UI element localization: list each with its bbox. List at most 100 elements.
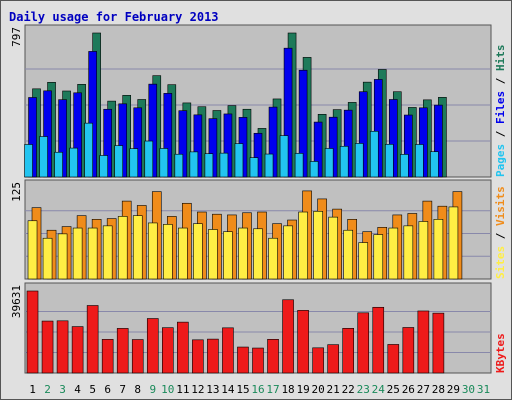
- x-tick-day-10: 10: [161, 383, 174, 396]
- bar-pages-day-17: [264, 153, 274, 178]
- bar-sites-day-9: [147, 222, 158, 280]
- x-tick-day-3: 3: [59, 383, 66, 396]
- bar-pages-day-26: [400, 154, 409, 178]
- bar-sites-day-28: [433, 219, 444, 280]
- y-max-label: 125: [10, 182, 23, 202]
- legend-sites: Sites: [494, 246, 507, 279]
- bar-kbytes-day-28: [432, 312, 445, 374]
- bar-kbytes-day-18: [282, 299, 294, 374]
- legend-panel-1: Pages / Files / Hits: [494, 45, 507, 178]
- legend-hits: Hits: [494, 45, 507, 72]
- x-tick-day-16: 16: [251, 383, 264, 396]
- bar-sites-day-18: [283, 225, 293, 280]
- bar-kbytes-day-16: [252, 347, 264, 374]
- bar-sites-day-16: [253, 228, 263, 280]
- bar-sites-day-5: [87, 227, 98, 280]
- x-tick-day-21: 21: [327, 383, 340, 396]
- x-tick-day-18: 18: [281, 383, 294, 396]
- x-tick-day-24: 24: [372, 383, 386, 396]
- x-tick-day-31: 31: [477, 383, 490, 396]
- chart-title: Daily usage for February 2013: [9, 10, 219, 24]
- x-tick-day-17: 17: [266, 383, 279, 396]
- bar-sites-day-13: [208, 229, 218, 280]
- legend-separator: /: [494, 124, 507, 144]
- panel-1: 797 Pages / Files / Hits: [10, 24, 507, 178]
- bar-sites-day-4: [72, 227, 83, 280]
- bar-pages-day-6: [99, 155, 108, 178]
- x-tick-day-30: 30: [462, 383, 475, 396]
- bar-pages-day-16: [249, 157, 259, 178]
- x-tick-day-7: 7: [119, 383, 126, 396]
- y-max-label: 797: [10, 27, 23, 47]
- bar-kbytes-day-3: [56, 320, 69, 374]
- bar-sites-day-22: [343, 229, 353, 280]
- bar-sites-day-12: [193, 223, 203, 280]
- x-tick-day-28: 28: [432, 383, 445, 396]
- x-tick-day-19: 19: [296, 383, 309, 396]
- bar-pages-day-24: [369, 130, 379, 178]
- bar-sites-day-19: [298, 211, 308, 280]
- legend-pages: Pages: [494, 144, 507, 177]
- bar-pages-day-21: [324, 148, 334, 178]
- bar-sites-day-2: [42, 237, 53, 280]
- bar-pages-day-20: [309, 161, 319, 178]
- bar-kbytes-day-1: [26, 290, 39, 374]
- bar-kbytes-day-6: [101, 339, 114, 374]
- bar-pages-day-8: [129, 148, 139, 178]
- x-tick-day-4: 4: [74, 383, 81, 396]
- panel-2: 125 Sites / Visits: [10, 179, 507, 280]
- bar-kbytes-day-22: [342, 328, 354, 374]
- legend-separator: /: [494, 226, 507, 246]
- bar-sites-day-24: [373, 234, 384, 280]
- legend-panel-3: KBytes: [494, 333, 507, 373]
- bar-kbytes-day-25: [387, 344, 400, 374]
- x-tick-day-23: 23: [357, 383, 370, 396]
- x-tick-day-14: 14: [221, 383, 235, 396]
- bar-kbytes-day-8: [131, 339, 144, 374]
- x-tick-day-6: 6: [104, 383, 111, 396]
- x-tick-day-8: 8: [134, 383, 141, 396]
- bar-kbytes-day-7: [116, 328, 129, 374]
- bar-kbytes-day-20: [312, 347, 324, 374]
- bar-kbytes-day-21: [327, 344, 339, 374]
- y-max-label: 39631: [10, 285, 23, 318]
- x-tick-day-27: 27: [417, 383, 430, 396]
- x-tick-day-22: 22: [342, 383, 355, 396]
- legend-files: Files: [494, 91, 507, 124]
- legend-separator: /: [494, 71, 507, 91]
- bar-sites-day-25: [388, 227, 399, 280]
- bar-kbytes-day-4: [71, 326, 84, 374]
- bar-pages-day-23: [354, 143, 364, 178]
- bar-sites-day-20: [313, 210, 323, 280]
- bar-pages-day-15: [234, 143, 244, 178]
- bar-kbytes-day-5: [86, 305, 99, 374]
- bar-sites-day-27: [418, 221, 429, 280]
- bar-sites-day-26: [403, 225, 414, 280]
- legend-kbytes: KBytes: [494, 333, 507, 373]
- bar-sites-day-17: [268, 237, 278, 280]
- bar-pages-day-5: [84, 122, 93, 178]
- bar-pages-day-7: [114, 145, 124, 178]
- bar-pages-day-10: [159, 148, 169, 178]
- bar-kbytes-day-11: [177, 321, 189, 374]
- bar-kbytes-day-26: [402, 327, 415, 374]
- bar-pages-day-28: [430, 151, 439, 178]
- bar-pages-day-11: [174, 153, 184, 178]
- bar-sites-day-7: [117, 216, 128, 280]
- bar-pages-day-4: [69, 147, 78, 178]
- bar-sites-day-15: [238, 227, 248, 280]
- bar-sites-day-23: [358, 242, 369, 280]
- bar-sites-day-1: [27, 220, 38, 280]
- x-tick-day-20: 20: [312, 383, 325, 396]
- x-tick-day-9: 9: [149, 383, 156, 396]
- x-tick-day-26: 26: [402, 383, 415, 396]
- legend-panel-2: Sites / Visits: [494, 186, 507, 279]
- bar-sites-day-6: [102, 225, 113, 280]
- bar-sites-day-8: [132, 215, 143, 280]
- bar-pages-day-13: [204, 153, 214, 178]
- bar-pages-day-18: [279, 135, 289, 178]
- panel-3: 39631 KBytes: [10, 282, 507, 374]
- bar-pages-day-3: [54, 151, 63, 178]
- bar-sites-day-10: [163, 224, 173, 280]
